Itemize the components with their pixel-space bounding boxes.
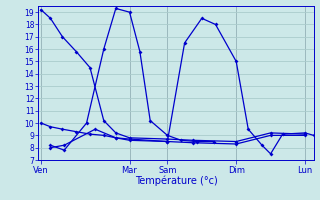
X-axis label: Température (°c): Température (°c) — [135, 176, 217, 186]
